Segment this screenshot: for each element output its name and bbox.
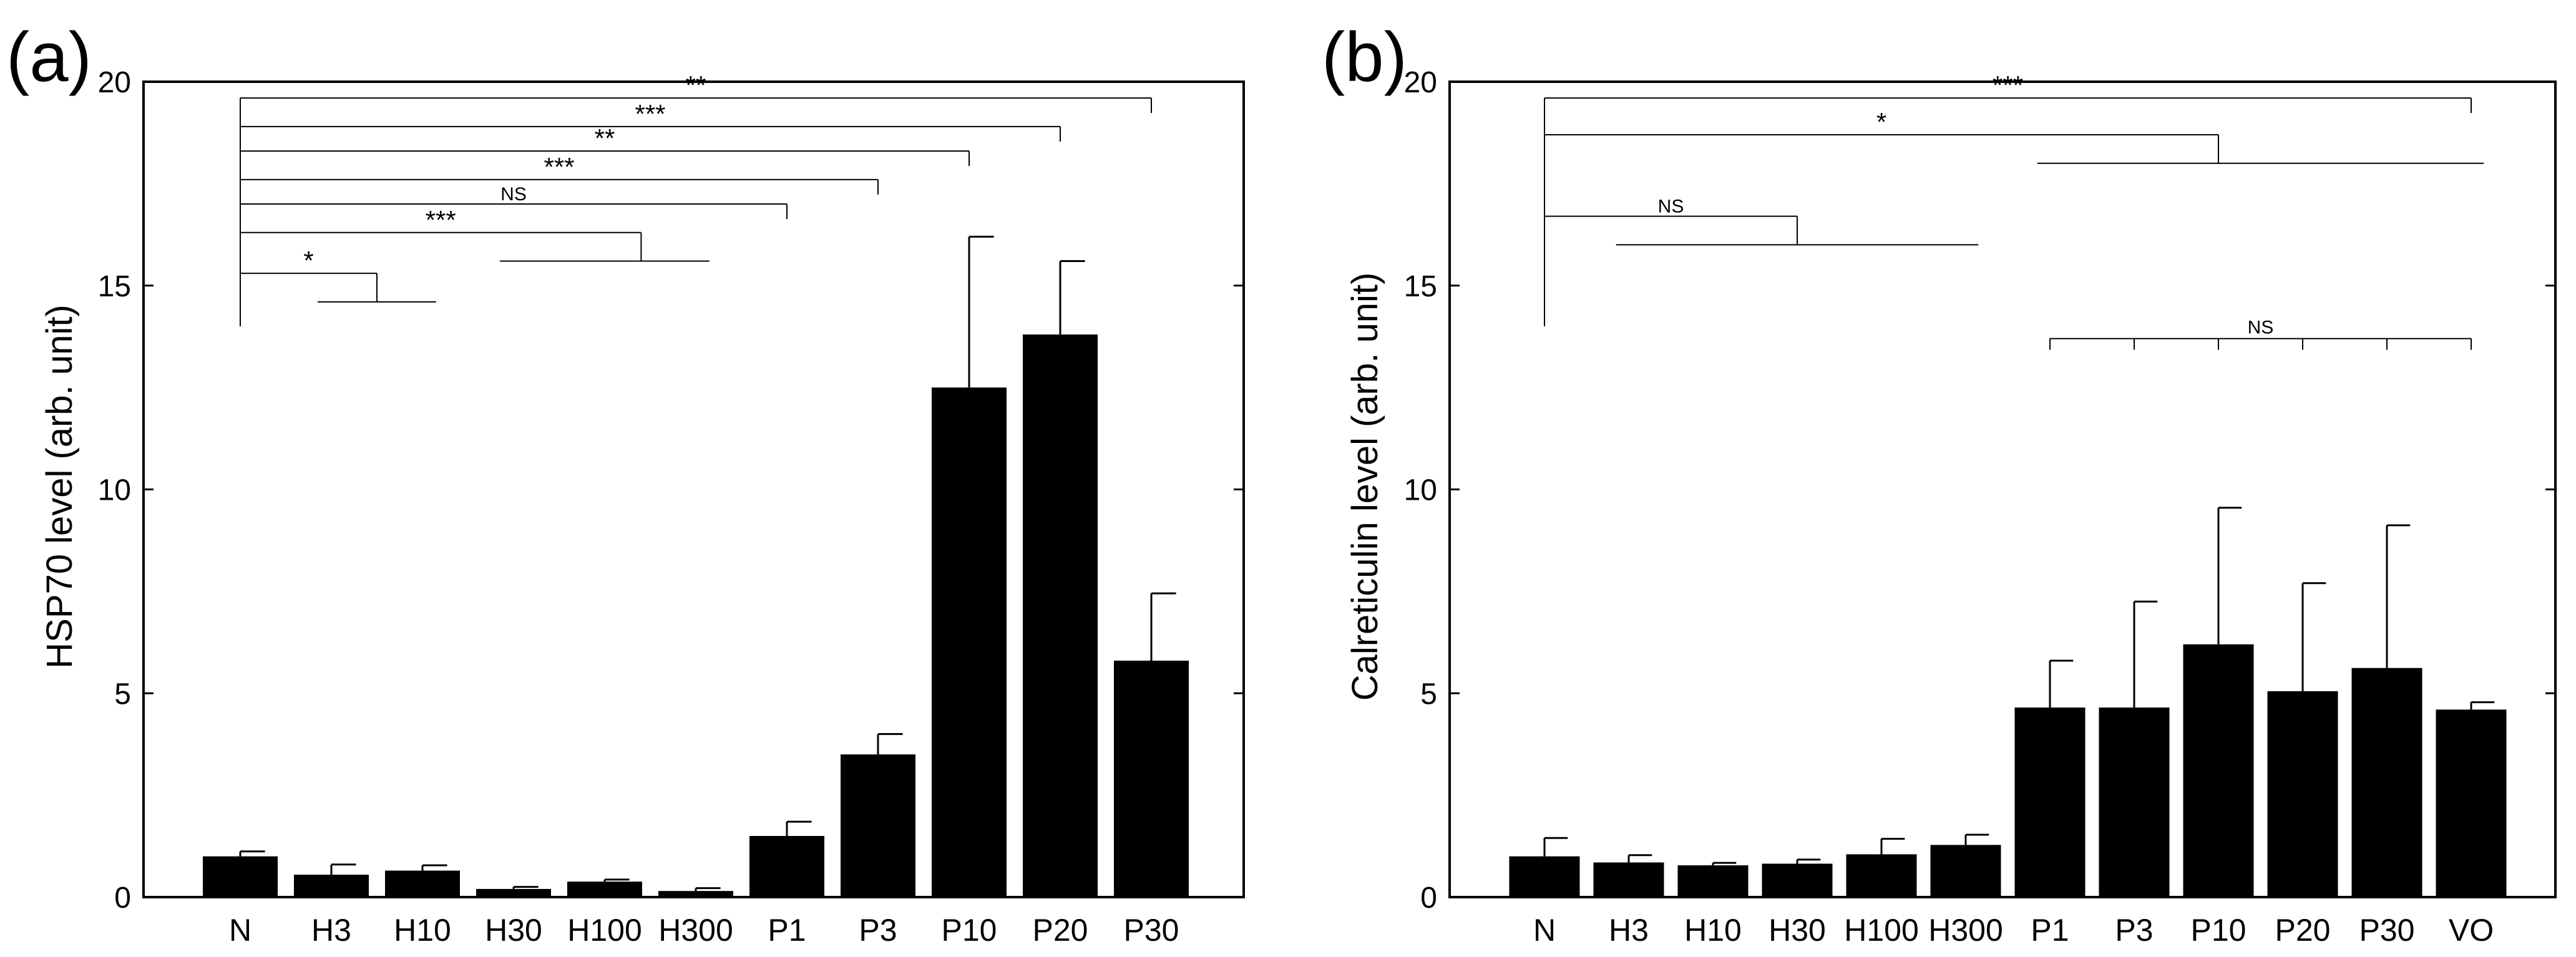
panel-b-xtick-label: P20 <box>2275 913 2331 948</box>
panel-b-bar-P10 <box>2183 644 2254 897</box>
panel-b-bar-P30 <box>2351 668 2422 897</box>
panel-b-sig-label: NS <box>1658 197 1684 217</box>
panel-b: (b) Calreticulin level (arb. unit) 0 5 10 1… <box>1322 18 2557 948</box>
panel-b-ytick-label: 20 <box>1404 66 1437 99</box>
panel-a-xtick-label: P1 <box>768 913 806 948</box>
panel-a-xtick-label: P10 <box>942 913 997 948</box>
panel-a-label: (a) <box>6 18 92 96</box>
panel-b-group-sig-label: NS <box>2248 318 2274 338</box>
panel-b-sig-label: * <box>1876 107 1886 137</box>
panel-a-xtick-label: H10 <box>394 913 451 948</box>
panel-a-xtick-label: N <box>229 913 251 948</box>
panel-b-ytick-label: 10 <box>1404 474 1437 507</box>
panel-b-ytick-label: 15 <box>1404 270 1437 303</box>
panel-a-xtick-label: H100 <box>567 913 642 948</box>
panel-a-ytick-label: 20 <box>98 66 131 99</box>
panel-a-bar-P3 <box>841 754 915 897</box>
panel-a-xtick-label: P3 <box>859 913 897 948</box>
panel-a-sig-label: ** <box>595 124 615 153</box>
panel-a-bar-P30 <box>1114 660 1189 897</box>
panel-a-bar-P20 <box>1023 334 1098 897</box>
panel-b-xtick-label: N <box>1533 913 1556 948</box>
panel-a-sig-label: *** <box>426 205 456 235</box>
panel-b-xtick-label: H3 <box>1609 913 1649 948</box>
panel-b-ylabel: Calreticulin level (arb. unit) <box>1345 273 1385 701</box>
panel-a-xtick-label: H300 <box>658 913 733 948</box>
panel-a: (a) HSP70 level (arb. unit) 0 5 10 15 20 N H3 H… <box>6 18 1245 948</box>
panel-b-xtick-label: VO <box>2449 913 2494 948</box>
panel-b-xtick-label: H10 <box>1684 913 1742 948</box>
panel-b-bar-VO <box>2436 709 2507 897</box>
panel-a-bar-P10 <box>932 387 1007 897</box>
panel-a-xtick-label: P30 <box>1124 913 1179 948</box>
panel-b-sig-label: *** <box>1993 70 2023 100</box>
panel-a-bar-P1 <box>749 835 824 897</box>
panel-b-xtick-label: H300 <box>1928 913 2003 948</box>
panel-a-xtick-label: H30 <box>485 913 542 948</box>
panel-a-xtick-label: H3 <box>311 913 351 948</box>
panel-a-ytick-label: 0 <box>114 882 131 915</box>
panel-b-xtick-label: P10 <box>2191 913 2247 948</box>
panel-a-xtick-label: P20 <box>1033 913 1088 948</box>
panel-b-xtick-label: P3 <box>2115 913 2153 948</box>
panel-a-ylabel: HSP70 level (arb. unit) <box>39 304 80 668</box>
panel-b-xtick-label: H30 <box>1769 913 1826 948</box>
panel-b-ytick-label: 5 <box>1420 678 1437 711</box>
panel-b-xtick-label: P30 <box>2359 913 2415 948</box>
panel-b-bar-P20 <box>2267 691 2338 897</box>
panel-a-sig-label: ** <box>686 70 706 100</box>
panel-a-sig-label: *** <box>635 99 665 129</box>
panel-b-ytick-label: 0 <box>1420 882 1437 915</box>
panel-a-sig-label: *** <box>544 152 574 182</box>
panel-a-ytick-label: 5 <box>114 678 131 711</box>
panel-a-sig-label: * <box>303 246 313 275</box>
panel-b-bar-P1 <box>2014 707 2086 897</box>
panel-b-xtick-label: P1 <box>2031 913 2069 948</box>
panel-b-bar-P3 <box>2099 707 2170 897</box>
panel-a-sig-label: NS <box>500 184 527 205</box>
panel-a-ytick-label: 15 <box>98 270 131 303</box>
panel-b-label: (b) <box>1322 18 1407 96</box>
panel-a-ytick-label: 10 <box>98 474 131 507</box>
panel-b-xtick-label: H100 <box>1844 913 1919 948</box>
